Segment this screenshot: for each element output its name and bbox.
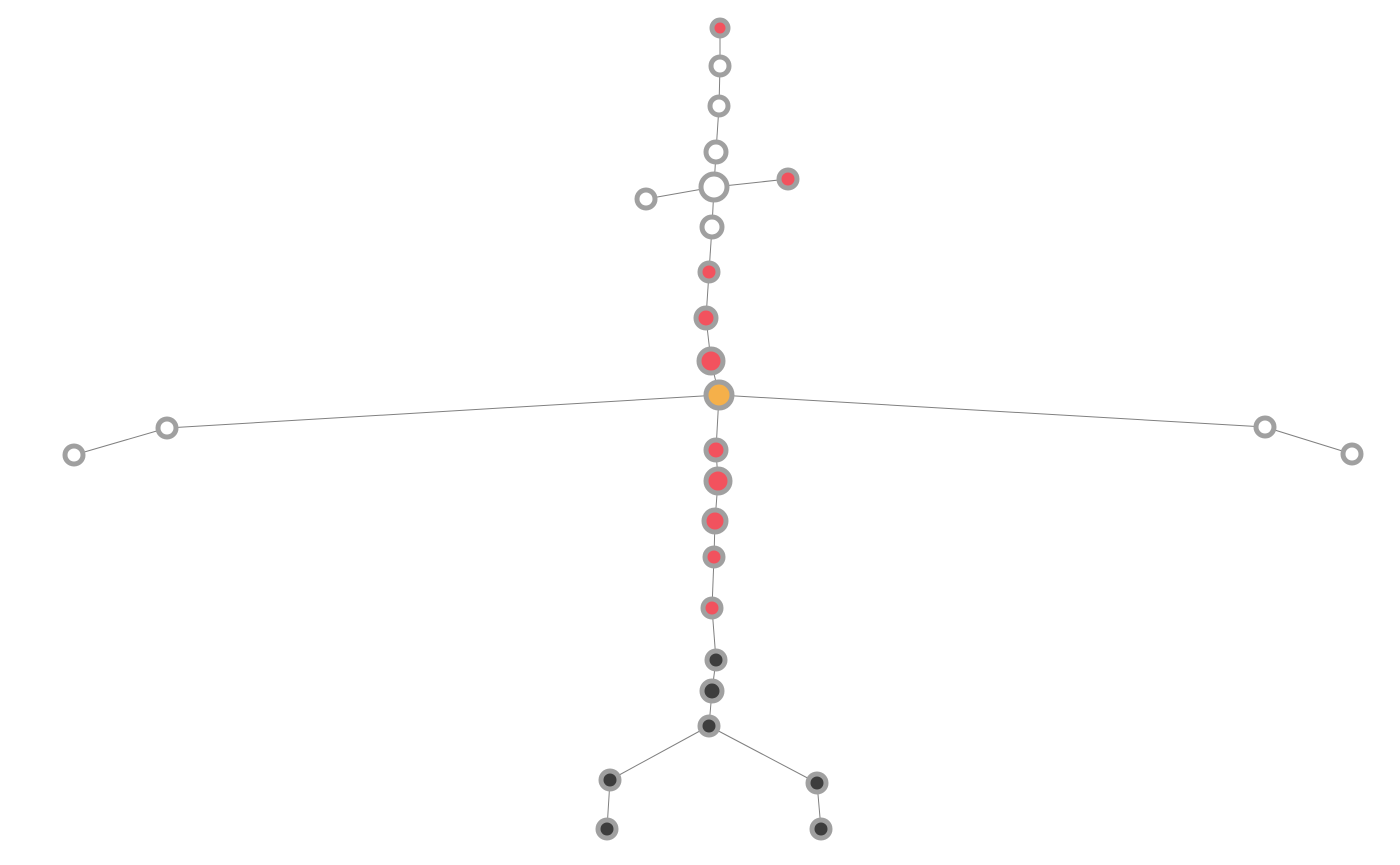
graph-node-red (699, 349, 723, 373)
graph-node-hollow (1343, 445, 1361, 463)
graph-node-red (779, 170, 797, 188)
graph-node-red (696, 308, 716, 328)
graph-node-dark (707, 651, 725, 669)
graph-node-dark (812, 820, 830, 838)
graph-node-hollow (702, 217, 722, 237)
graph-node-red (700, 263, 718, 281)
graph-node-dark (702, 681, 722, 701)
graph-node-dark (598, 820, 616, 838)
graph-node-hollow (158, 419, 176, 437)
graph-node-red (712, 20, 728, 36)
graph-node-hollow (637, 190, 655, 208)
graph-node-red (706, 440, 726, 460)
graph-node-hollow (706, 142, 726, 162)
graph-node-red (705, 548, 723, 566)
graph-node-red (703, 599, 721, 617)
graph-node-hollow (701, 174, 727, 200)
graph-node-dark (601, 771, 619, 789)
graph-node-red (704, 510, 726, 532)
graph-node-hollow (1256, 418, 1274, 436)
graph-node-dark (808, 774, 826, 792)
graph-node-hollow (65, 446, 83, 464)
graph-node-orange (706, 382, 732, 408)
graph-node-red (706, 469, 730, 493)
graph-node-hollow (710, 97, 728, 115)
graph-node-dark (700, 717, 718, 735)
graph-node-hollow (711, 57, 729, 75)
